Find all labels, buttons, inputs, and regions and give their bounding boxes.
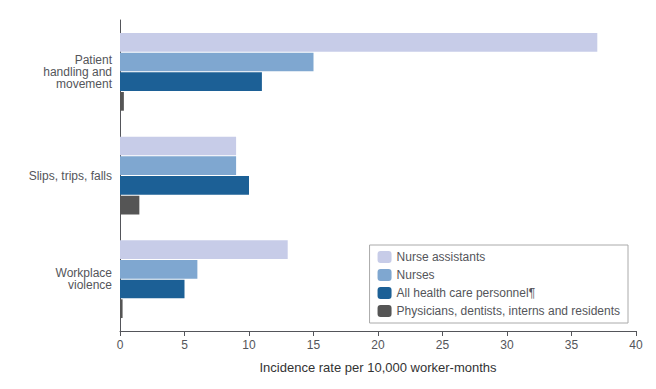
svg-text:All health care personnel¶: All health care personnel¶ <box>397 286 536 300</box>
svg-text:Patient: Patient <box>74 52 112 67</box>
svg-text:10: 10 <box>242 338 256 352</box>
svg-text:40: 40 <box>629 338 643 352</box>
svg-text:30: 30 <box>500 338 514 352</box>
svg-text:20: 20 <box>371 338 385 352</box>
svg-text:Workplace: Workplace <box>55 266 112 281</box>
svg-text:25: 25 <box>436 338 450 352</box>
svg-text:Nurses: Nurses <box>397 268 435 282</box>
svg-text:handling and: handling and <box>43 64 112 79</box>
svg-text:Slips, trips, falls: Slips, trips, falls <box>29 169 112 183</box>
svg-text:0: 0 <box>117 338 124 352</box>
svg-text:15: 15 <box>307 338 321 352</box>
svg-text:5: 5 <box>181 338 188 352</box>
svg-text:Physicians, dentists, interns: Physicians, dentists, interns and reside… <box>397 304 620 318</box>
svg-text:movement: movement <box>56 77 113 91</box>
svg-text:violence: violence <box>68 278 112 292</box>
svg-text:Incidence rate per 10,000 work: Incidence rate per 10,000 worker-months <box>259 360 497 375</box>
svg-text:Nurse assistants: Nurse assistants <box>397 250 486 264</box>
svg-text:35: 35 <box>565 338 579 352</box>
